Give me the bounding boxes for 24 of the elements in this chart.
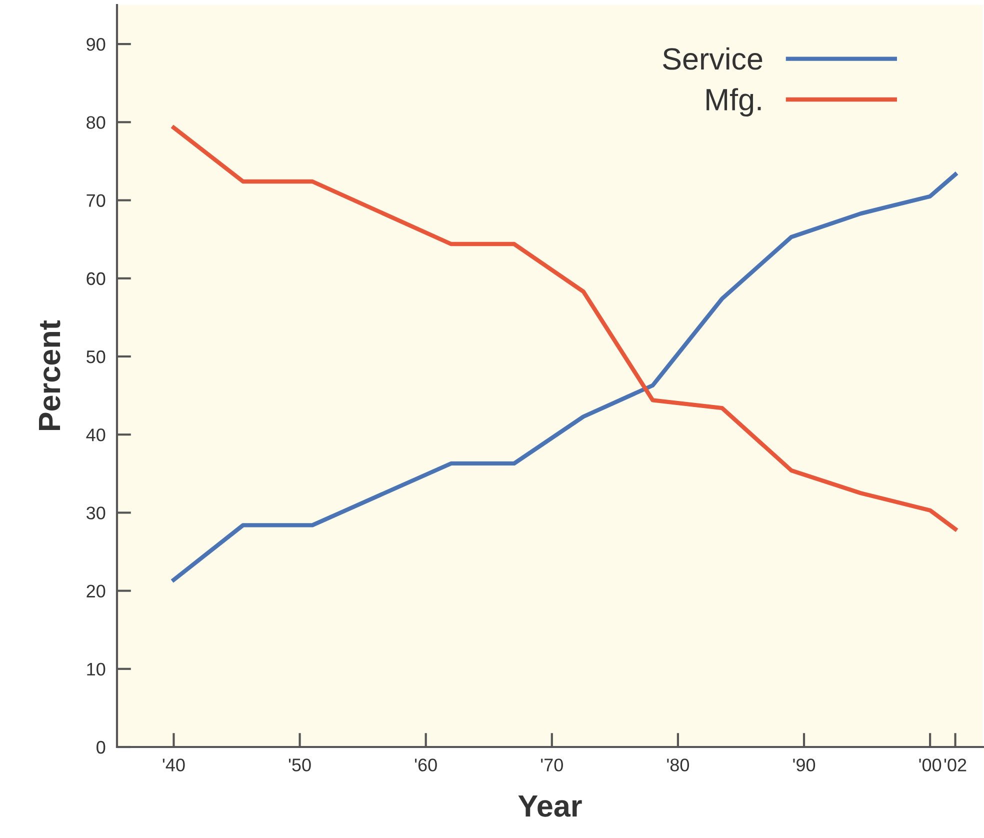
legend-label: Service (663, 47, 762, 70)
y-tick-label: 50 (86, 350, 106, 364)
x-tick-label: '60 (414, 758, 437, 772)
y-tick-label: 90 (86, 38, 106, 51)
x-tick-label: '50 (288, 758, 311, 772)
y-tick-label: 60 (86, 272, 106, 286)
x-tick-label: '02 (944, 758, 966, 772)
y-axis-title: Percent (39, 320, 60, 430)
x-axis-title: Year (518, 796, 582, 817)
x-tick-label: '70 (541, 758, 563, 772)
x-tick-label: '80 (667, 758, 690, 772)
y-tick-label: 40 (86, 428, 106, 442)
x-tick-label: '40 (162, 758, 185, 772)
line-series (172, 126, 958, 532)
y-tick-label: 80 (86, 116, 106, 129)
y-tick-label: 0 (96, 740, 106, 754)
y-tick-label: 10 (87, 662, 106, 676)
legend-label: Mfg. (706, 88, 761, 117)
y-tick-label: 30 (86, 506, 106, 520)
y-tick-label: 20 (86, 584, 106, 598)
x-tick-label: '90 (793, 758, 816, 772)
line-series (172, 172, 958, 582)
y-tick-label: 70 (86, 194, 106, 207)
x-tick-label: '00 (919, 758, 942, 772)
